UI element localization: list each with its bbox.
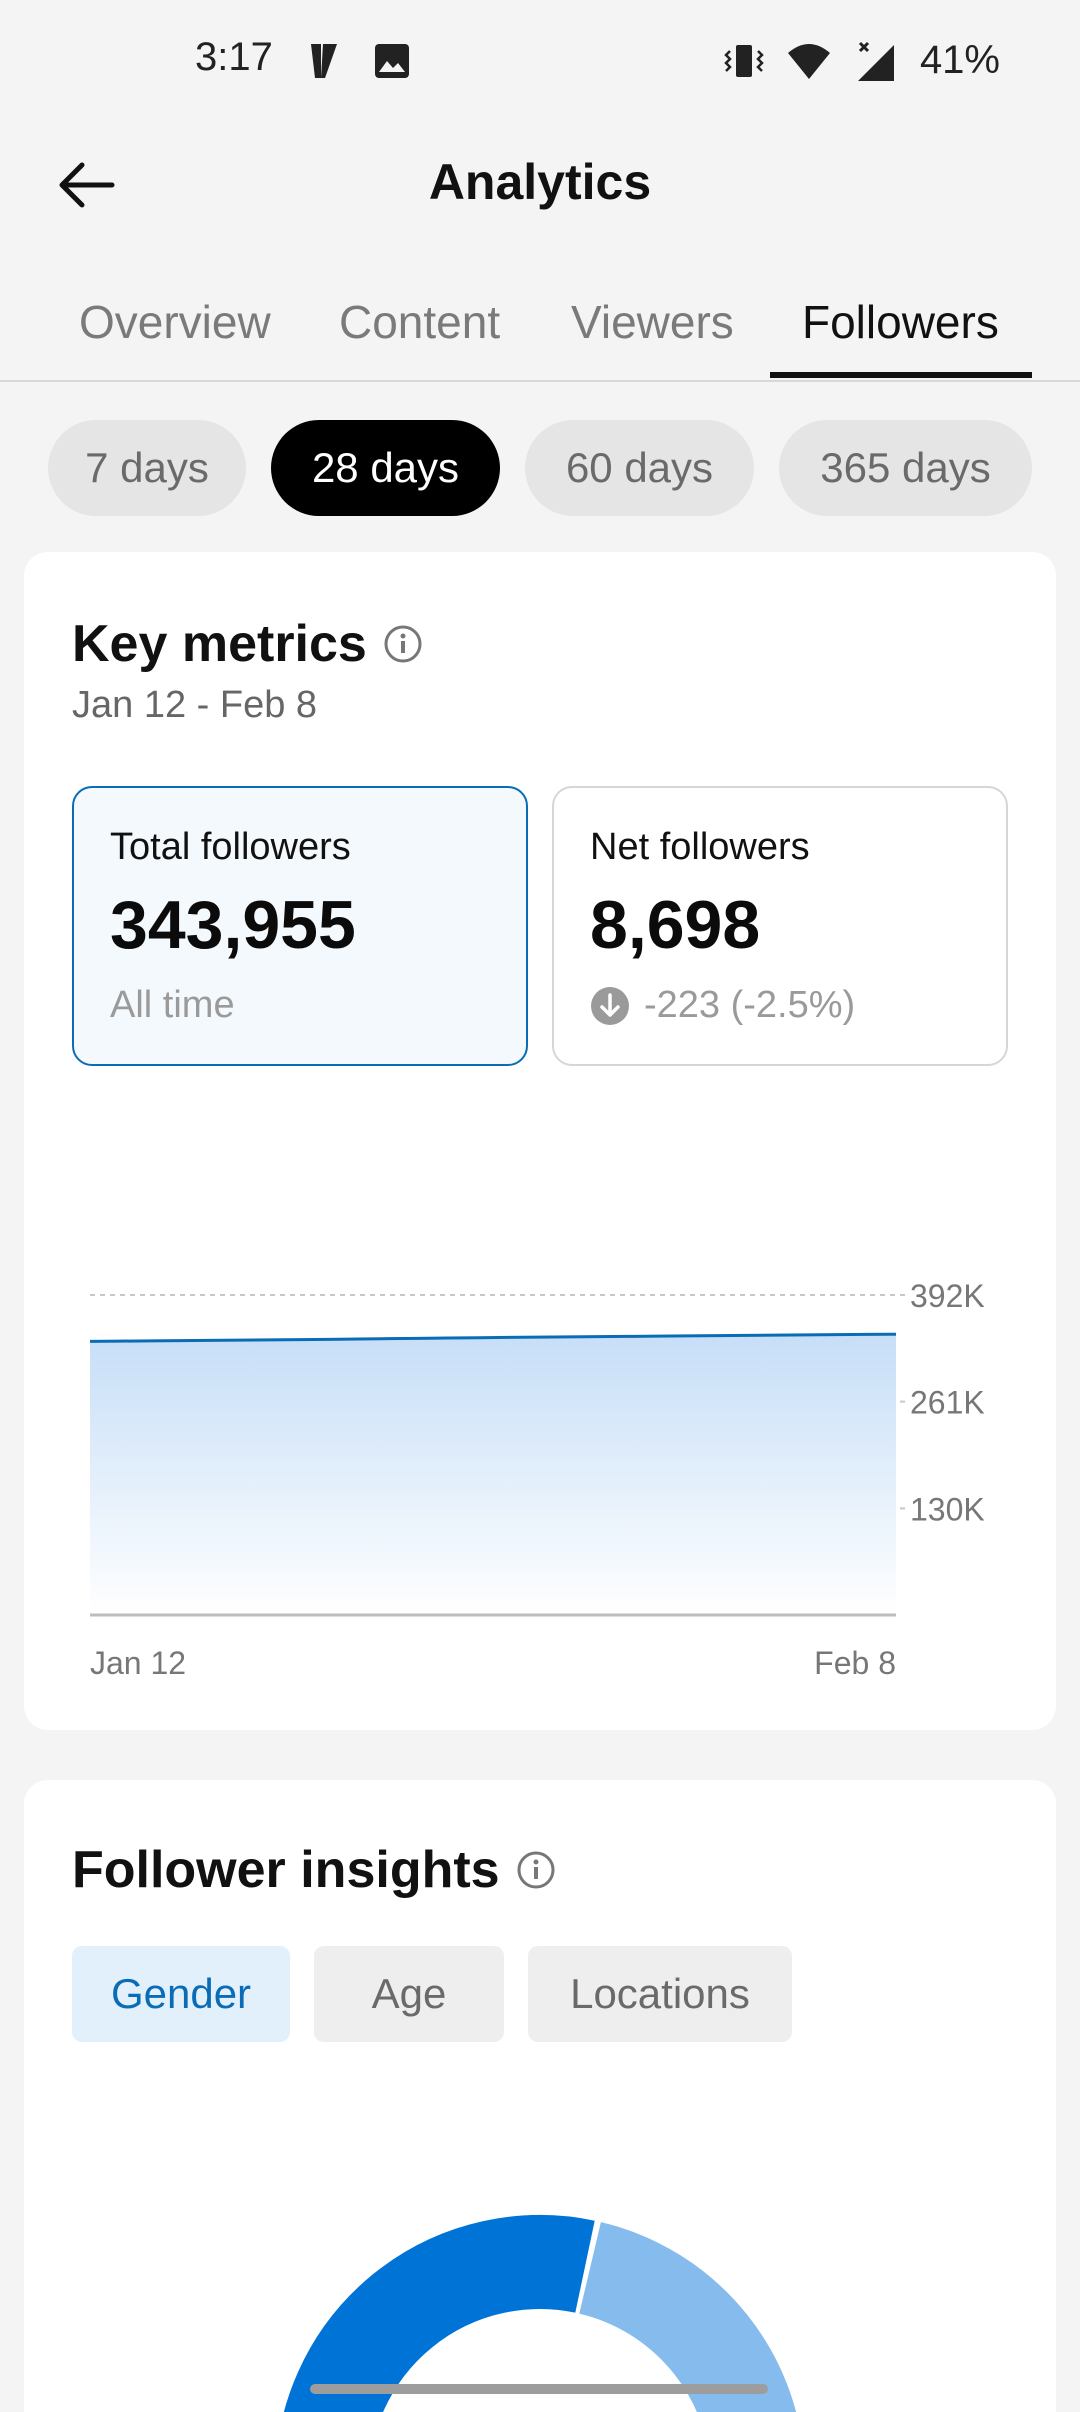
vibrate-icon (724, 44, 764, 77)
signal-icon (857, 41, 894, 81)
info-icon[interactable] (516, 1850, 556, 1890)
notification-y-icon (311, 44, 337, 78)
period-selector: 7 days 28 days 60 days 365 days (0, 420, 1080, 516)
total-followers-sub: All time (110, 984, 235, 1027)
gender-donut-chart (283, 2215, 797, 2412)
status-bar: 3:17 41% (0, 0, 1080, 125)
chart-x-tick-label: Feb 8 (814, 1645, 896, 1681)
key-metrics-heading: Key metrics (72, 614, 423, 674)
chart-line (89, 1332, 897, 1343)
status-left-icons (305, 40, 411, 82)
net-followers-label: Net followers (590, 826, 810, 868)
chip-365-days[interactable]: 365 days (779, 420, 1032, 516)
back-button[interactable] (48, 147, 124, 223)
followers-area-chart: 392K 261K 130K Jan 12 Feb 8 (89, 1278, 985, 1681)
donut-segment (578, 2222, 797, 2412)
follower-insights-heading: Follower insights (72, 1840, 556, 1900)
info-icon[interactable] (383, 624, 423, 664)
net-followers-change: -223 (-2.5%) (590, 984, 855, 1027)
analytics-tabs: Overview Content Viewers Followers (0, 280, 1080, 382)
wifi-icon (787, 43, 830, 79)
insight-tab-locations[interactable]: Locations (528, 1946, 792, 2042)
total-followers-value: 343,955 (110, 887, 356, 963)
donut-segment (283, 2215, 595, 2412)
battery-percent: 41% (919, 38, 1000, 82)
net-followers-card[interactable]: Net followers 8,698 -223 (-2.5%) (552, 786, 1008, 1066)
tab-overview[interactable]: Overview (79, 296, 271, 348)
total-followers-card[interactable]: Total followers 343,955 All time (72, 786, 528, 1066)
key-metrics-card: Key metrics Jan 12 - Feb 8 Total followe… (24, 552, 1056, 1730)
net-followers-change-text: -223 (-2.5%) (644, 984, 856, 1026)
date-range: Jan 12 - Feb 8 (72, 684, 318, 726)
chart-area-fill (90, 1334, 896, 1615)
gallery-icon (375, 44, 409, 78)
status-time: 3:17 (195, 35, 273, 79)
chart-x-tick-label: Jan 12 (90, 1645, 186, 1681)
key-metrics-title: Key metrics (72, 615, 367, 673)
chart-y-tick-label: 392K (910, 1278, 985, 1314)
chart-y-tick-label: 130K (910, 1491, 985, 1527)
chart-y-tick-label: 261K (910, 1385, 985, 1421)
insight-tab-gender[interactable]: Gender (72, 1946, 290, 2042)
chip-7-days[interactable]: 7 days (48, 420, 246, 516)
chip-28-days[interactable]: 28 days (271, 420, 500, 516)
tab-followers[interactable]: Followers (802, 296, 999, 348)
net-followers-value: 8,698 (590, 887, 761, 963)
tab-viewers[interactable]: Viewers (571, 296, 734, 348)
arrow-down-circle-icon (591, 986, 629, 1025)
home-indicator (310, 2384, 768, 2394)
chip-60-days[interactable]: 60 days (525, 420, 754, 516)
follower-insights-card: Follower insights Gender Age Locations (24, 1780, 1056, 2412)
app-header: Analytics (0, 125, 1080, 245)
total-followers-label: Total followers (110, 826, 351, 868)
follower-insights-title: Follower insights (72, 1841, 500, 1899)
insight-tab-age[interactable]: Age (314, 1946, 504, 2042)
page-title: Analytics (428, 154, 652, 210)
status-right-icons: 41% (724, 38, 1000, 83)
tab-content[interactable]: Content (339, 296, 501, 348)
arrow-left-icon (59, 162, 115, 208)
all-time-label: All time (110, 984, 235, 1026)
active-tab-indicator (770, 372, 1032, 378)
